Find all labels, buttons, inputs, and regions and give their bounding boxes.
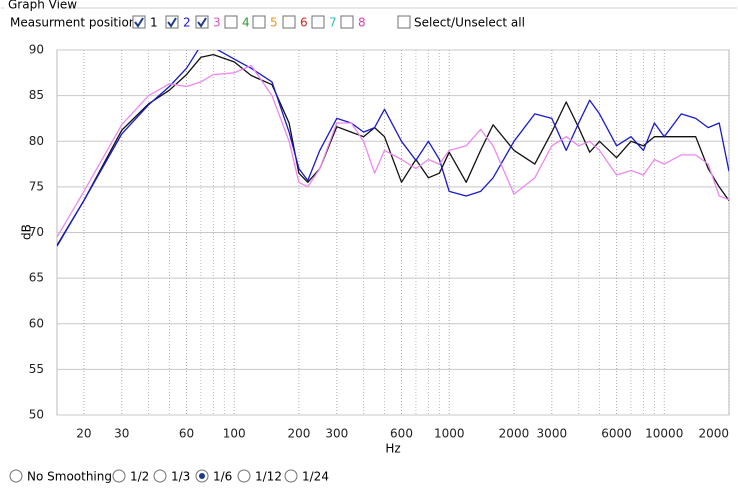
radio-label: 1/3 [171,470,190,484]
measurement-label: Measurment position: [10,16,140,30]
x-tick-label: 3000 [537,427,568,441]
x-tick-label: 2000 [499,427,530,441]
y-axis-label: dB [20,224,34,240]
group-title-bg [4,0,66,12]
checkbox-label: 4 [242,16,250,30]
x-tick-label: 200 [287,427,310,441]
radio-dot [199,473,205,479]
x-tick-label: 10000 [645,427,683,441]
x-tick-label: 60 [179,427,194,441]
checkbox-label: 6 [300,16,308,30]
x-tick-label: 30 [114,427,129,441]
select-all-label: Select/Unselect all [414,16,525,30]
x-tick-label: 1000 [434,427,465,441]
checkmark [134,17,144,28]
y-tick-label: 80 [29,134,44,148]
checkmark [167,17,177,28]
checkbox[interactable] [252,15,266,29]
checkbox[interactable] [311,15,325,29]
series-line [57,64,729,238]
radio-label: 1/2 [130,470,149,484]
checkbox[interactable] [397,15,411,29]
y-tick-label: 70 [29,225,44,239]
y-tick-label: 55 [29,362,44,376]
y-tick-label: 85 [29,88,44,102]
radio[interactable] [237,469,251,483]
checkbox[interactable] [282,15,296,29]
y-tick-label: 60 [29,316,44,330]
series-line [57,50,729,247]
checkbox-label: 3 [213,16,221,30]
radio[interactable] [9,469,23,483]
radio-label: 1/6 [213,470,232,484]
y-tick-label: 65 [29,271,44,285]
x-tick-label: 600 [390,427,413,441]
checkbox-label: 1 [150,16,158,30]
checkbox[interactable] [340,15,354,29]
series-group [57,50,729,247]
radio-label: No Smoothing [27,470,112,484]
radio[interactable] [112,469,126,483]
checkbox[interactable] [224,15,238,29]
series-line [57,53,729,246]
x-tick-label: 2000 [698,427,729,441]
checkbox-label: 8 [358,16,366,30]
x-tick-label: 100 [223,427,246,441]
group-title: Graph View [8,0,77,12]
radio-label: 1/24 [302,470,329,484]
x-axis-label: Hz [385,442,400,456]
checkbox-label: 5 [270,16,278,30]
radio[interactable] [284,469,298,483]
checkmark [197,17,207,28]
checkbox-label: 7 [329,16,337,30]
radio[interactable] [153,469,167,483]
checkbox-label: 2 [183,16,191,30]
y-tick-label: 50 [29,408,44,422]
y-tick-label: 75 [29,179,44,193]
x-tick-label: 6000 [601,427,632,441]
x-tick-label: 300 [325,427,348,441]
y-tick-label: 90 [29,43,44,57]
radio-label: 1/12 [255,470,282,484]
x-tick-label: 20 [76,427,91,441]
